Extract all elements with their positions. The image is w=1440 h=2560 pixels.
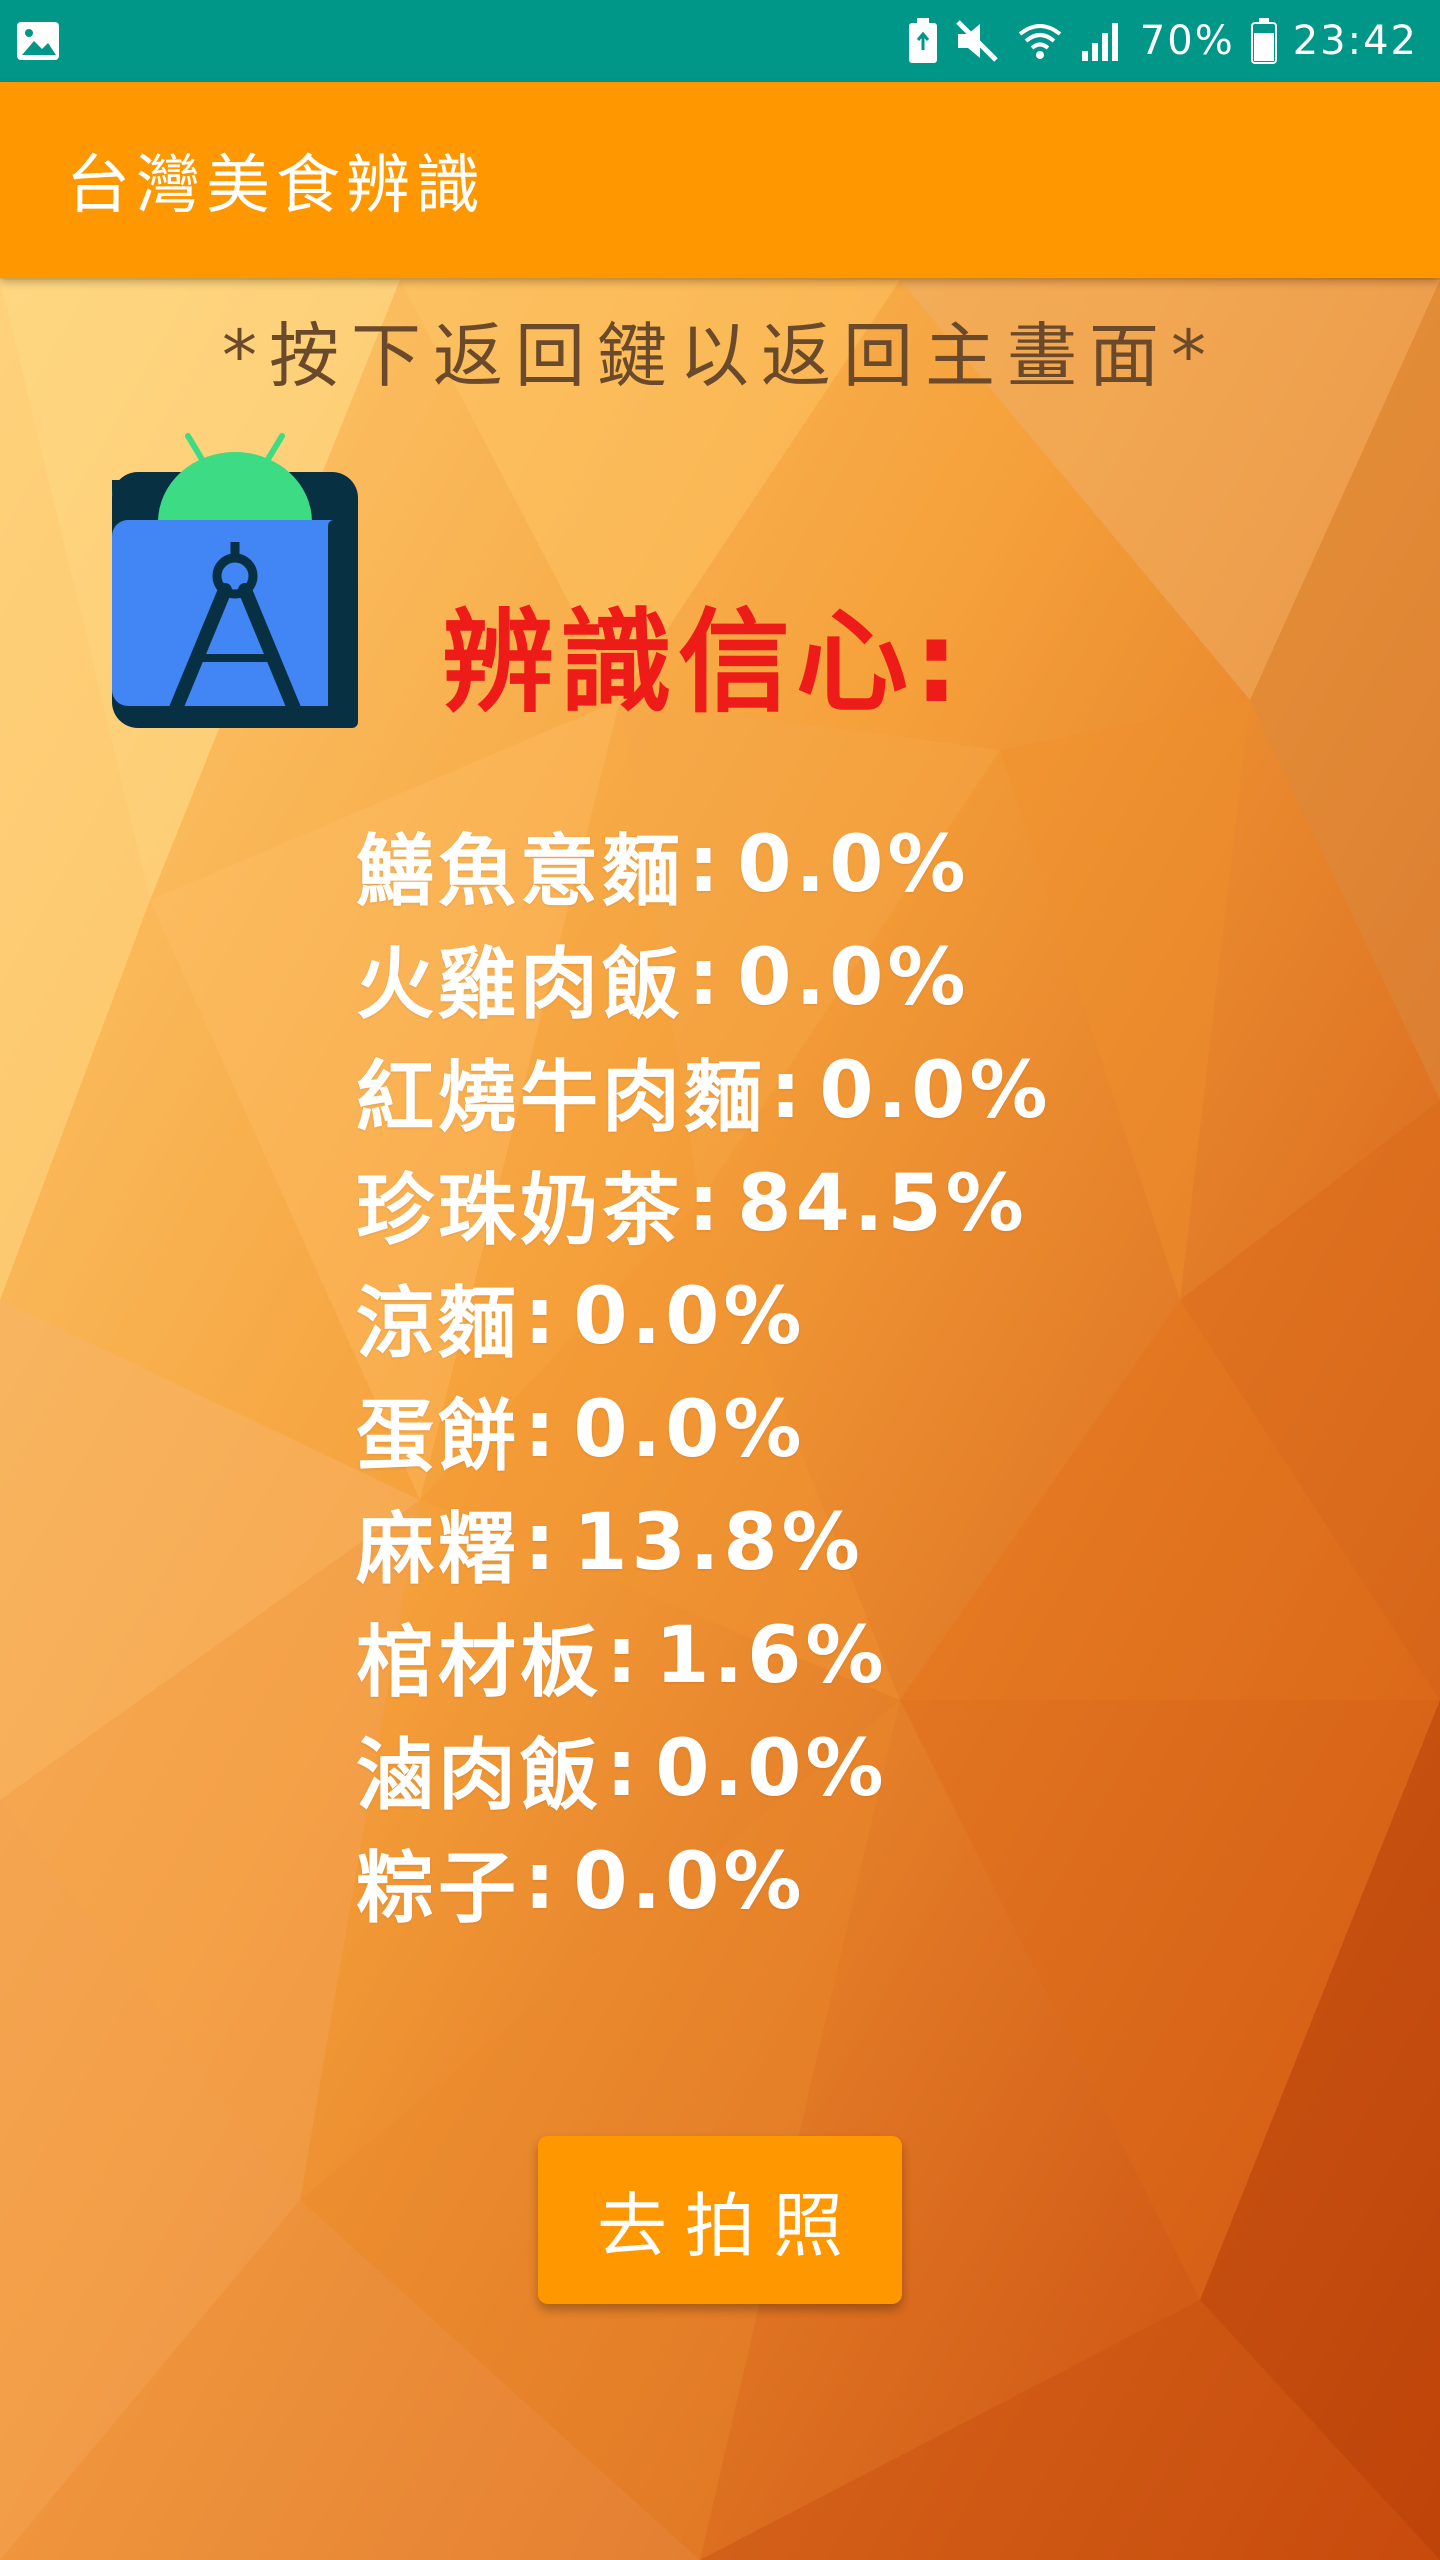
result-row: 粽子:0.0% xyxy=(356,1825,1052,1938)
result-name: 珍珠奶茶 xyxy=(356,1165,685,1256)
results-list: 鱔魚意麵:0.0% 火雞肉飯:0.0% 紅燒牛肉麵:0.0% 珍珠奶茶:84.5% 涼麵… xyxy=(356,808,1052,1938)
result-row: 珍珠奶茶:84.5% xyxy=(356,1147,1052,1260)
battery-icon xyxy=(1250,16,1277,66)
mute-icon xyxy=(954,16,1000,66)
result-separator: : xyxy=(688,1158,724,1249)
battery-percentage: 70% xyxy=(1139,18,1235,64)
clock: 23:42 xyxy=(1292,18,1418,64)
result-value: 0.0% xyxy=(737,932,970,1023)
result-value: 0.0% xyxy=(573,1271,806,1362)
result-row: 火雞肉飯:0.0% xyxy=(356,921,1052,1034)
back-hint: *按下返回鍵以返回主畫面* xyxy=(222,315,1218,397)
result-row: 紅燒牛肉麵:0.0% xyxy=(356,1034,1052,1147)
result-name: 粽子 xyxy=(356,1843,521,1934)
result-separator: : xyxy=(524,1497,560,1588)
result-separator: : xyxy=(688,819,724,910)
result-name: 火雞肉飯 xyxy=(356,939,685,1030)
result-separator: : xyxy=(524,1271,560,1362)
result-separator: : xyxy=(688,932,724,1023)
result-value: 0.0% xyxy=(573,1836,806,1927)
result-row: 涼麵:0.0% xyxy=(356,1260,1052,1373)
result-separator: : xyxy=(606,1723,642,1814)
result-name: 紅燒牛肉麵 xyxy=(356,1052,767,1143)
result-separator: : xyxy=(770,1045,806,1136)
result-value: 13.8% xyxy=(573,1497,864,1588)
result-separator: : xyxy=(524,1836,560,1927)
result-value: 0.0% xyxy=(737,819,970,910)
android-studio-logo-icon xyxy=(112,433,358,728)
app-title: 台灣美食辨識 xyxy=(66,149,486,223)
result-name: 蛋餅 xyxy=(356,1391,521,1482)
status-bar: 70% 23:42 xyxy=(0,0,1440,82)
confidence-title: 辨識信心: xyxy=(442,598,965,728)
result-name: 涼麵 xyxy=(356,1278,521,1369)
signal-icon xyxy=(1080,16,1124,66)
result-separator: : xyxy=(524,1384,560,1475)
result-row: 滷肉飯:0.0% xyxy=(356,1712,1052,1825)
result-value: 84.5% xyxy=(737,1158,1028,1249)
result-value: 0.0% xyxy=(573,1384,806,1475)
result-value: 1.6% xyxy=(655,1610,888,1701)
result-row: 蛋餅:0.0% xyxy=(356,1373,1052,1486)
result-separator: : xyxy=(606,1610,642,1701)
result-row: 棺材板:1.6% xyxy=(356,1599,1052,1712)
app-bar: 台灣美食辨識 xyxy=(0,82,1440,278)
result-value: 0.0% xyxy=(655,1723,888,1814)
result-name: 麻糬 xyxy=(356,1504,521,1595)
result-row: 麻糬:13.8% xyxy=(356,1486,1052,1599)
result-row: 鱔魚意麵:0.0% xyxy=(356,808,1052,921)
wifi-icon xyxy=(1016,16,1064,66)
take-photo-button[interactable]: 去拍照 xyxy=(538,2136,902,2304)
result-name: 棺材板 xyxy=(356,1617,603,1708)
result-name: 鱔魚意麵 xyxy=(356,826,685,917)
image-icon xyxy=(16,16,60,66)
result-value: 0.0% xyxy=(819,1045,1052,1136)
battery-saver-icon xyxy=(908,16,938,66)
result-name: 滷肉飯 xyxy=(356,1730,603,1821)
